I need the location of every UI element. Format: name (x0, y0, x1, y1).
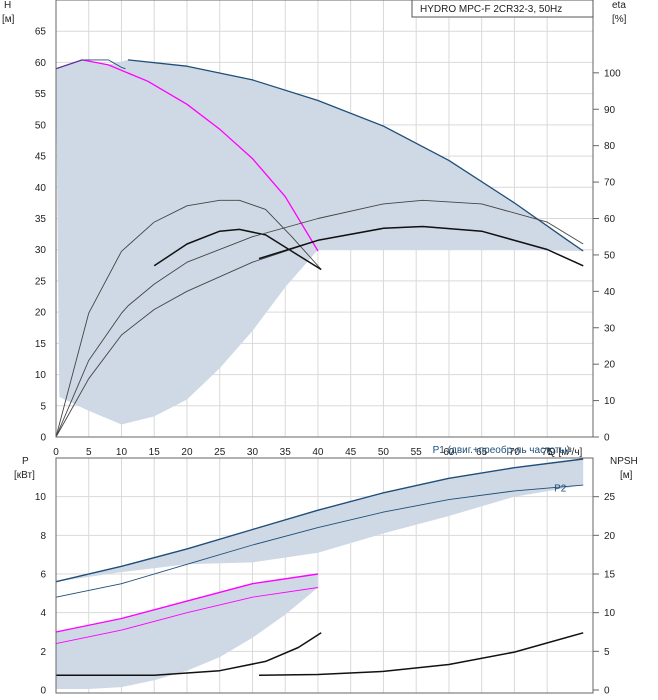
y-tick-label-npsh: 25 (604, 492, 616, 503)
head-curve-2 (55, 59, 126, 70)
y-tick-label-power: 2 (40, 647, 46, 658)
x-tick-label: 20 (181, 447, 193, 458)
series-label-0: P1 (двиг.+преобр-ль частоты) (433, 444, 570, 456)
x-tick-label: 30 (247, 447, 259, 458)
power-range-band-1 (56, 574, 318, 689)
head-efficiency-panel: 0 5 10 15 20 25 30 35 40 45 50 55 60 65 70 75 0 5 10 15 20 2… (2, 0, 627, 458)
y-tick-label-npsh: 20 (604, 531, 616, 542)
efficiency-curve-4 (153, 228, 322, 271)
y-tick-label-eta: 10 (604, 396, 616, 407)
x-tick-label: 75 (542, 447, 554, 458)
efficiency-curve-5 (55, 199, 584, 438)
y-tick-label-head: 65 (35, 27, 47, 38)
efficiency-curve-7 (258, 225, 584, 267)
y-tick-label-head: 45 (35, 152, 47, 163)
y-tick-label-head: 35 (35, 214, 47, 225)
y-tick-label-eta: 30 (604, 323, 616, 334)
P1-curve-0 (55, 458, 584, 583)
y-axis-label-head: H (4, 0, 11, 11)
power-npsh-panel: 0 2 4 6 8 10 0 5 10 15 20 25 P1 (двиг.+преобр-ль ч… (14, 444, 638, 696)
y-tick-label-head: 5 (40, 401, 46, 412)
y-axis-label-eta-unit: [%] (612, 14, 627, 25)
y-axis-label-npsh-unit: [м] (620, 470, 633, 481)
x-tick-label: 15 (149, 447, 161, 458)
NPSH-curve-5 (258, 632, 584, 677)
y-tick-label-head: 25 (35, 276, 47, 287)
y-tick-label-npsh: 5 (604, 647, 610, 658)
y-tick-label-power: 8 (40, 531, 46, 542)
y-tick-label-head: 15 (35, 339, 47, 350)
x-tick-label: 35 (280, 447, 292, 458)
y-axis-label-power-unit: [кВт] (14, 470, 35, 481)
head-curve-1 (55, 59, 319, 252)
power-range-band-0 (56, 459, 584, 582)
y-tick-label-power: 4 (40, 608, 46, 619)
y-tick-label-head: 55 (35, 89, 47, 100)
x-tick-label: 25 (214, 447, 226, 458)
efficiency-curve-3 (55, 199, 322, 438)
y-tick-label-eta: 100 (604, 68, 621, 79)
y-tick-label-eta: 90 (604, 105, 616, 116)
x-tick-label: 60 (443, 447, 455, 458)
x-axis-label: Q [м³/ч] (548, 447, 583, 458)
x-tick-label: 10 (116, 447, 128, 458)
y-axis-label-eta: eta (612, 0, 626, 11)
chart-title-box: HYDRO MPC-F 2CR32-3, 50Hz (411, 0, 594, 18)
y-tick-label-eta: 40 (604, 287, 616, 298)
chart-title: HYDRO MPC-F 2CR32-3, 50Hz (420, 4, 562, 15)
P2-curve-1 (55, 484, 584, 598)
y-tick-label-npsh: 15 (604, 570, 616, 581)
x-tick-label: 50 (378, 447, 390, 458)
power-plot-frame (55, 457, 594, 694)
y-tick-label-eta: 20 (604, 360, 616, 371)
y-tick-label-head: 10 (35, 370, 47, 381)
series-label-1: P2 (554, 484, 567, 495)
y-tick-label-eta: 50 (604, 250, 616, 261)
x-tick-label: 0 (53, 447, 59, 458)
y-axis-label-npsh: NPSH (610, 456, 638, 467)
P1-curve-2 (55, 573, 319, 633)
y-tick-label-power: 0 (40, 686, 46, 697)
y-tick-label-head: 0 (40, 433, 46, 444)
x-tick-label: 5 (86, 447, 92, 458)
operating-range-band (56, 59, 584, 425)
y-tick-label-eta: 60 (604, 214, 616, 225)
y-tick-label-head: 50 (35, 120, 47, 131)
x-tick-label: 40 (312, 447, 324, 458)
y-tick-label-head: 20 (35, 308, 47, 319)
x-tick-label: 55 (411, 447, 423, 458)
x-tick-label: 65 (476, 447, 488, 458)
y-tick-label-power: 6 (40, 570, 46, 581)
NPSH-curve-4 (56, 632, 322, 677)
y-tick-label-npsh: 0 (604, 686, 610, 697)
y-tick-label-power: 10 (35, 492, 47, 503)
y-tick-label-npsh: 10 (604, 608, 616, 619)
y-tick-label-head: 40 (35, 183, 47, 194)
y-tick-label-head: 60 (35, 58, 47, 69)
y-tick-label-eta: 70 (604, 178, 616, 189)
head-curve-0 (127, 59, 584, 252)
y-tick-label-head: 30 (35, 245, 47, 256)
y-axis-label-head-unit: [м] (2, 14, 15, 25)
x-tick-label: 45 (345, 447, 357, 458)
y-tick-label-eta: 80 (604, 141, 616, 152)
y-axis-label-power: P (22, 456, 29, 467)
y-tick-label-eta: 0 (604, 433, 610, 444)
x-tick-label: 70 (509, 447, 521, 458)
P2-curve-3 (55, 587, 319, 645)
